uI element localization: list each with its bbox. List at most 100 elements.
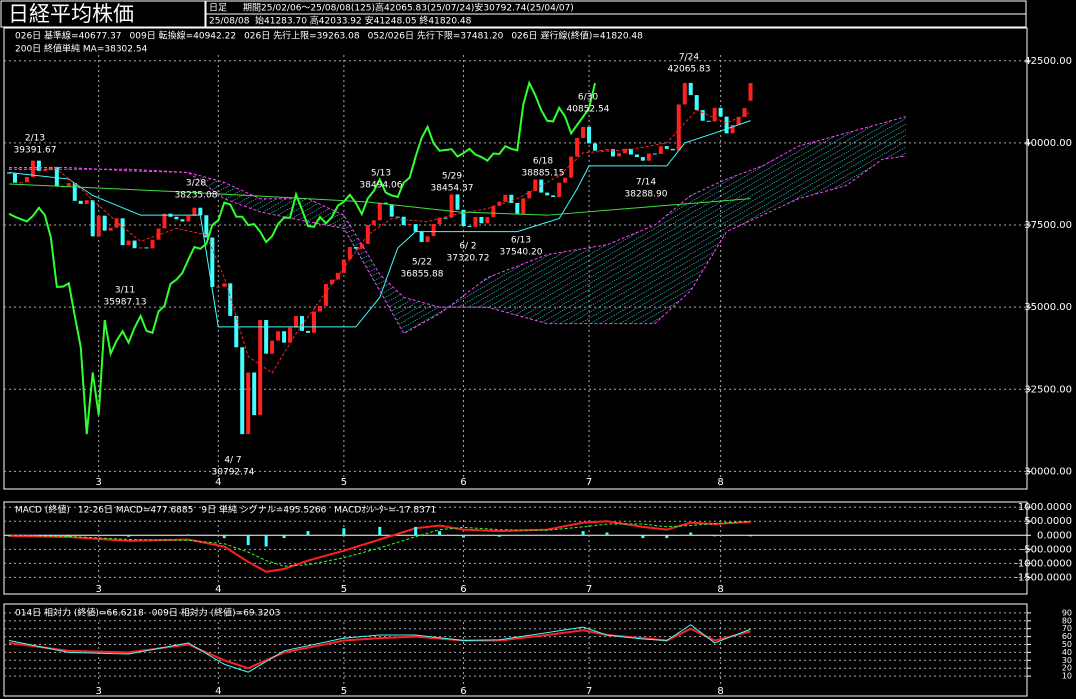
series-line bbox=[9, 116, 907, 335]
series-line bbox=[8, 120, 751, 328]
y-tick-label: 60 bbox=[1062, 632, 1072, 641]
y-tick-label: 50 bbox=[1062, 640, 1072, 649]
candle bbox=[605, 149, 609, 151]
x-tick-label: 6 bbox=[460, 686, 466, 697]
candle bbox=[228, 283, 233, 316]
ohlc-text: 始41283.70 高42033.92 安41248.05 終41820.48 bbox=[255, 15, 472, 27]
candle bbox=[407, 224, 412, 226]
candle bbox=[497, 201, 502, 206]
candle bbox=[670, 148, 675, 151]
annotation-date: 5/29 bbox=[442, 172, 462, 182]
candle bbox=[306, 330, 310, 333]
candle bbox=[503, 194, 508, 202]
histogram-bar bbox=[378, 526, 382, 536]
candle bbox=[509, 194, 514, 203]
annotation-date: 6/18 bbox=[533, 157, 553, 167]
x-tick-label: 8 bbox=[717, 686, 723, 697]
candle bbox=[329, 279, 334, 285]
x-tick-label: 8 bbox=[717, 584, 723, 595]
candle bbox=[294, 316, 299, 328]
series-line bbox=[9, 109, 751, 374]
y-tick-label: 90 bbox=[1062, 608, 1072, 617]
annotation-date: 3/28 bbox=[186, 179, 206, 189]
histogram-bar bbox=[264, 535, 268, 547]
candle bbox=[323, 284, 328, 306]
x-tick-label: 8 bbox=[717, 477, 723, 488]
candle bbox=[515, 202, 520, 215]
y-tick-label: 42500.00 bbox=[1024, 56, 1072, 67]
histogram-bar bbox=[7, 535, 11, 537]
candle bbox=[264, 320, 269, 354]
pane-title: MACD (終値) bbox=[15, 504, 70, 516]
candle bbox=[563, 177, 568, 183]
x-tick-label: 5 bbox=[341, 477, 347, 488]
candle bbox=[72, 183, 77, 201]
legend-entry: 026日 遅行線(終値)=41820.48 bbox=[511, 30, 643, 42]
candle bbox=[569, 156, 574, 178]
candle bbox=[276, 331, 281, 341]
candle bbox=[449, 194, 454, 218]
histogram-bar bbox=[713, 535, 717, 537]
annotation-date: 3/11 bbox=[115, 286, 135, 296]
histogram-bar bbox=[246, 535, 250, 546]
series-line bbox=[8, 80, 597, 435]
annotation-date: 2/13 bbox=[25, 134, 45, 144]
annotation-value: 38288.90 bbox=[625, 190, 668, 200]
annotation-value: 38454.37 bbox=[431, 184, 474, 194]
title-box bbox=[0, 0, 206, 28]
legend-entry: MACDｵｼﾚｰﾀｰ=-17.8371 bbox=[334, 505, 436, 516]
candle bbox=[96, 215, 101, 237]
candle bbox=[742, 108, 747, 117]
period-type: 日足 bbox=[209, 3, 227, 14]
annotation-value: 37320.72 bbox=[447, 254, 490, 264]
candle bbox=[156, 228, 161, 240]
candle bbox=[180, 219, 185, 222]
histogram-bar bbox=[581, 531, 585, 536]
candle bbox=[66, 183, 71, 187]
annotation-value: 38235.08 bbox=[175, 191, 218, 201]
annotation-value: 37540.20 bbox=[500, 248, 543, 258]
legend-entry: 009日 相対力 (終値)=69.3203 bbox=[152, 607, 281, 619]
y-tick-label: 10 bbox=[1062, 672, 1072, 681]
candle bbox=[270, 340, 275, 354]
legend-entry: 200日 終値単純 MA=38302.54 bbox=[15, 43, 148, 55]
pane-border bbox=[3, 501, 1028, 595]
histogram-bar bbox=[127, 535, 131, 537]
annotation-value: 38494.06 bbox=[360, 181, 403, 191]
candle bbox=[311, 311, 316, 333]
candle bbox=[437, 217, 442, 224]
candle bbox=[120, 218, 125, 246]
candle bbox=[90, 200, 95, 237]
candle bbox=[461, 209, 466, 227]
y-tick-label: 20 bbox=[1062, 664, 1072, 673]
candle bbox=[300, 316, 305, 331]
histogram-bar bbox=[497, 535, 501, 537]
histogram-bar bbox=[414, 526, 418, 536]
candle bbox=[652, 153, 657, 155]
legend-entry: 12-26日 MACD=477.6885 bbox=[78, 505, 193, 516]
candle bbox=[258, 320, 263, 416]
annotation-value: 36855.88 bbox=[401, 270, 444, 280]
annotation-date: 6/13 bbox=[511, 236, 531, 246]
y-tick-label: 40 bbox=[1062, 648, 1072, 657]
candle bbox=[676, 104, 681, 151]
candle bbox=[192, 207, 197, 216]
candle bbox=[587, 126, 592, 144]
candle bbox=[54, 166, 59, 187]
candle bbox=[78, 200, 83, 204]
candle bbox=[616, 153, 621, 157]
y-tick-label: 30 bbox=[1062, 656, 1072, 665]
x-tick-label: 5 bbox=[341, 584, 347, 595]
candle bbox=[383, 202, 388, 205]
y-tick-label: -500.0000 bbox=[1021, 544, 1072, 555]
annotation-value: 35987.13 bbox=[104, 298, 147, 308]
candle bbox=[473, 216, 478, 227]
x-tick-label: 4 bbox=[215, 584, 221, 595]
candle bbox=[114, 218, 119, 228]
candle bbox=[132, 240, 137, 249]
candle bbox=[521, 198, 526, 215]
candle bbox=[186, 215, 191, 222]
candle bbox=[622, 148, 627, 154]
annotation-date: 5/22 bbox=[412, 258, 432, 268]
